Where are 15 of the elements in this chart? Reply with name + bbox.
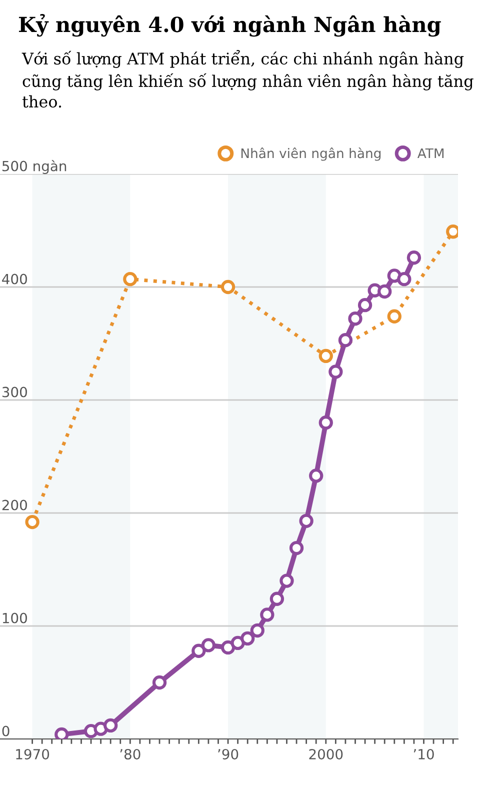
y-tick-label: 400 xyxy=(2,274,27,284)
chart-subtitle: Với số lượng ATM phát triển, các chi nhánh ngân hàng cũng tăng lên khiến số lượng nhân viên ngân hàng tăng theo. xyxy=(22,50,474,108)
chart-title: Kỷ nguyên 4.0 với ngành Ngân hàng xyxy=(18,14,441,37)
y-tick-label: 100 xyxy=(2,612,27,624)
y-tick-label: 200 xyxy=(2,500,27,510)
y-tick-label: 0 xyxy=(2,726,10,736)
x-tick-label: 2000 xyxy=(309,748,343,760)
x-tick-label: 1970 xyxy=(16,748,50,760)
y-tick-label: 300 xyxy=(2,386,27,398)
legend-label: Nhân viên ngân hàng xyxy=(241,148,381,161)
x-tick-label: ’10 xyxy=(414,748,434,760)
y-tick-label: 500 ngàn xyxy=(2,160,66,174)
x-tick-label: ’80 xyxy=(120,748,140,760)
x-tick-label: ’90 xyxy=(218,748,238,760)
legend-label: ATM xyxy=(417,148,444,158)
